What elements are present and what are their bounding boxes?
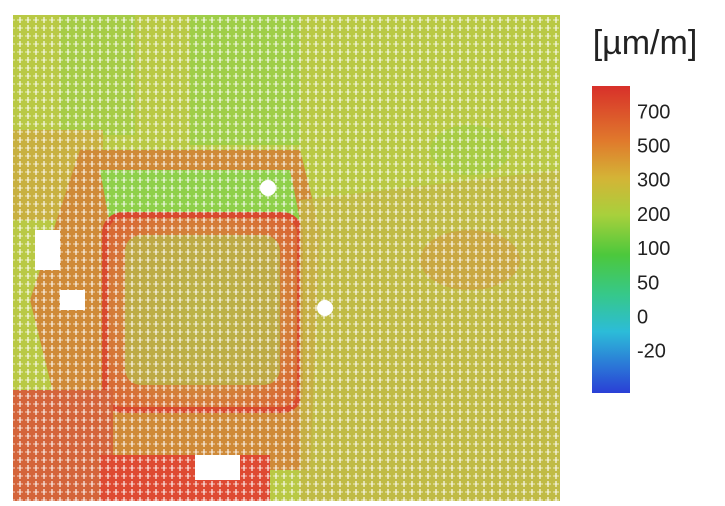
unit-label: [µm/m] (593, 24, 698, 62)
colorbar-tick-label: 200 (637, 204, 670, 226)
colorbar-tick-label: 50 (637, 272, 659, 294)
colorbar (592, 86, 630, 393)
colorbar-tick-label: 0 (637, 306, 648, 328)
colorbar-tick-label: 500 (637, 135, 670, 157)
colorbar-tick-label: 700 (637, 101, 670, 123)
colorbar-tick-label: 100 (637, 238, 670, 260)
colorbar-tick-label: -20 (637, 341, 666, 363)
strain-map (13, 15, 560, 501)
colorbar-tick-label: 300 (637, 170, 670, 192)
